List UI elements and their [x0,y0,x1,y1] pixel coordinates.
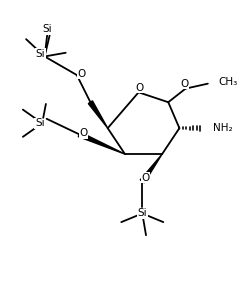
Polygon shape [88,101,108,128]
Text: O: O [136,83,144,93]
Text: NH₂: NH₂ [213,123,233,133]
Text: Si: Si [138,208,147,219]
Text: O: O [77,69,85,79]
Text: Si: Si [36,49,45,59]
Text: O: O [80,128,88,138]
Text: O: O [180,79,188,89]
Text: Si: Si [42,24,52,34]
Text: Si: Si [36,49,45,59]
Text: Si: Si [35,118,44,128]
Polygon shape [78,132,125,154]
Text: O: O [141,173,150,183]
Polygon shape [140,154,162,183]
Text: CH₃: CH₃ [218,78,238,88]
